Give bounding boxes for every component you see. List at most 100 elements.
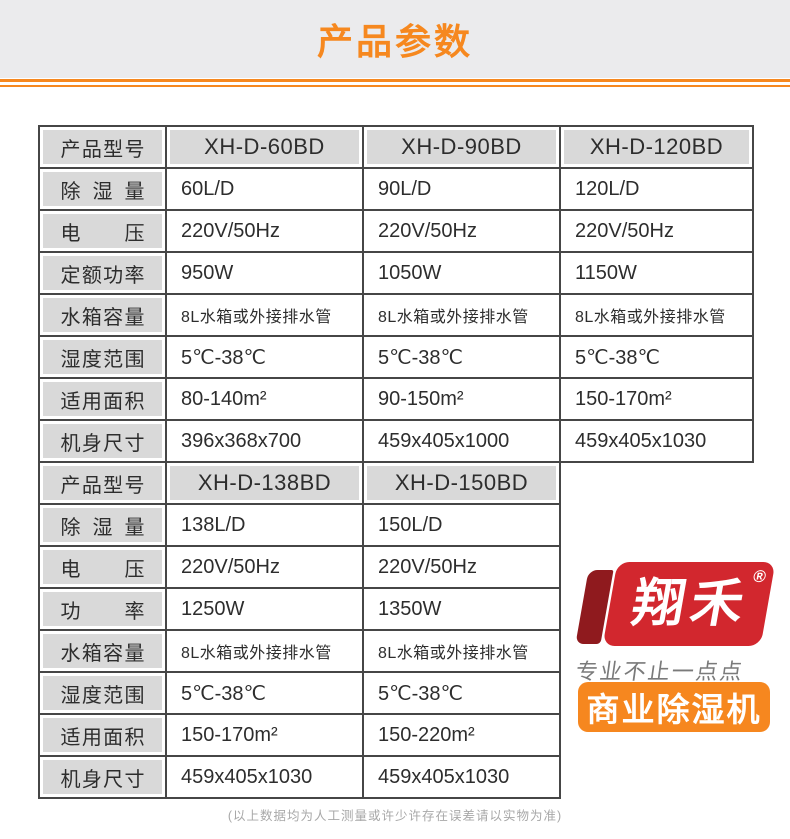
row-label: 功率: [60, 600, 145, 623]
row-label: 机身尺寸: [60, 768, 145, 791]
row-label: 除湿量: [60, 180, 145, 203]
spec-value: 459x405x1030: [378, 765, 510, 788]
spec-value: 90L/D: [378, 177, 432, 200]
value-cell: 5℃-38℃: [362, 671, 561, 715]
spec-value: 459x405x1030: [181, 765, 313, 788]
spec-row: 除湿量 60L/D 90L/D 120L/D: [38, 167, 754, 211]
value-cell: 150-220m²: [362, 713, 561, 757]
spec-row: 适用面积 80-140m² 90-150m² 150-170m²: [38, 377, 754, 421]
spec-row: 电压 220V/50Hz 220V/50Hz 220V/50Hz: [38, 209, 754, 253]
spec-value: 220V/50Hz: [378, 219, 477, 242]
spec-value: 1350W: [378, 597, 442, 620]
value-cell: 1150W: [559, 251, 754, 295]
brand-badge: 商业除湿机: [578, 682, 770, 732]
value-cell: 220V/50Hz: [165, 545, 364, 589]
spec-row: 水箱容量 8L水箱或外接排水管 8L水箱或外接排水管 8L水箱或外接排水管: [38, 293, 754, 337]
row-label-cell: 电压: [38, 545, 167, 589]
spec-value: 150-170m²: [575, 387, 672, 410]
row-label-cell: 湿度范围: [38, 671, 167, 715]
value-cell: 150L/D: [362, 503, 561, 547]
spec-value: 220V/50Hz: [181, 555, 280, 578]
spec-row: 定额功率 950W 1050W 1150W: [38, 251, 754, 295]
value-cell: 80-140m²: [165, 377, 364, 421]
spec-row: 适用面积 150-170m² 150-220m²: [38, 713, 753, 757]
spec-value: 1150W: [575, 261, 637, 284]
spec-value: 120L/D: [575, 177, 640, 200]
model-cell: XH-D-138BD: [165, 461, 364, 505]
row-label: 产品型号: [60, 474, 145, 497]
row-label: 水箱容量: [60, 642, 145, 665]
spec-value: 8L水箱或外接排水管: [181, 309, 332, 326]
value-cell: 8L水箱或外接排水管: [165, 629, 364, 673]
model-name: XH-D-90BD: [401, 134, 522, 159]
spec-value: 459x405x1030: [575, 429, 707, 452]
value-cell: 459x405x1030: [165, 755, 364, 799]
model-name: XH-D-138BD: [197, 470, 332, 495]
spec-value: 60L/D: [181, 177, 235, 200]
row-label: 适用面积: [60, 390, 145, 413]
row-label: 水箱容量: [60, 306, 145, 329]
orange-divider-thin: [0, 85, 790, 87]
page-title: 产品参数: [316, 21, 473, 62]
value-cell: 8L水箱或外接排水管: [559, 293, 754, 337]
spec-row: 电压 220V/50Hz 220V/50Hz: [38, 545, 753, 589]
model-cell: XH-D-150BD: [362, 461, 561, 505]
registered-trademark-icon: ®: [751, 567, 768, 586]
spec-value: 8L水箱或外接排水管: [575, 309, 726, 326]
spec-value: 138L/D: [181, 513, 246, 536]
spec-value: 5℃-38℃: [181, 682, 266, 705]
spec-value: 150L/D: [378, 513, 443, 536]
row-label-cell: 功率: [38, 587, 167, 631]
value-cell: 8L水箱或外接排水管: [362, 293, 561, 337]
spec-value: 80-140m²: [181, 387, 267, 410]
brand-logo: 翔禾 ® 专业不止一点点 商业除湿机: [574, 558, 776, 738]
spec-table: 产品型号 XH-D-60BD XH-D-90BD XH-D-120BD 除湿量 60L/D…: [38, 125, 754, 799]
value-cell: 396x368x700: [165, 419, 364, 463]
spec-value: 8L水箱或外接排水管: [378, 645, 529, 662]
page-header: 产品参数: [0, 0, 790, 78]
row-label: 除湿量: [60, 516, 145, 539]
spec-row: 除湿量 138L/D 150L/D: [38, 503, 753, 547]
value-cell: 60L/D: [165, 167, 364, 211]
value-cell: 220V/50Hz: [362, 209, 561, 253]
row-label-cell: 电压: [38, 209, 167, 253]
value-cell: 90L/D: [362, 167, 561, 211]
spec-value: 5℃-38℃: [378, 682, 463, 705]
spec-value: 8L水箱或外接排水管: [181, 645, 332, 662]
row-label: 产品型号: [60, 138, 145, 161]
logo-plate: 翔禾 ®: [602, 562, 776, 646]
value-cell: 220V/50Hz: [362, 545, 561, 589]
row-label: 适用面积: [60, 726, 145, 749]
spec-value: 150-170m²: [181, 723, 278, 746]
spec-value: 220V/50Hz: [181, 219, 280, 242]
row-label-cell: 定额功率: [38, 251, 167, 295]
value-cell: 1050W: [362, 251, 561, 295]
spec-row: 湿度范围 5℃-38℃ 5℃-38℃ 5℃-38℃: [38, 335, 754, 379]
spec-row: 水箱容量 8L水箱或外接排水管 8L水箱或外接排水管: [38, 629, 753, 673]
spec-value: 396x368x700: [181, 429, 302, 452]
spec-row: 机身尺寸 459x405x1030 459x405x1030: [38, 755, 753, 799]
row-label-cell: 机身尺寸: [38, 755, 167, 799]
row-label-cell: 湿度范围: [38, 335, 167, 379]
row-label: 湿度范围: [60, 684, 145, 707]
value-cell: 90-150m²: [362, 377, 561, 421]
row-label-cell: 产品型号: [38, 125, 167, 169]
model-header-row: 产品型号 XH-D-138BD XH-D-150BD: [38, 461, 753, 505]
model-name: XH-D-150BD: [394, 470, 529, 495]
spec-value: 950W: [181, 261, 234, 284]
row-label-cell: 水箱容量: [38, 293, 167, 337]
model-cell: XH-D-120BD: [559, 125, 754, 169]
value-cell: 950W: [165, 251, 364, 295]
row-label-cell: 产品型号: [38, 461, 167, 505]
spec-row: 湿度范围 5℃-38℃ 5℃-38℃: [38, 671, 753, 715]
row-label: 湿度范围: [60, 348, 145, 371]
value-cell: 5℃-38℃: [165, 335, 364, 379]
value-cell: 150-170m²: [559, 377, 754, 421]
spec-table-body: 产品型号 XH-D-60BD XH-D-90BD XH-D-120BD 除湿量 60L/D…: [38, 125, 754, 799]
row-label-cell: 水箱容量: [38, 629, 167, 673]
row-label: 定额功率: [60, 264, 145, 287]
spec-value: 1250W: [181, 597, 245, 620]
row-label-cell: 适用面积: [38, 377, 167, 421]
spec-value: 90-150m²: [378, 387, 464, 410]
value-cell: 150-170m²: [165, 713, 364, 757]
